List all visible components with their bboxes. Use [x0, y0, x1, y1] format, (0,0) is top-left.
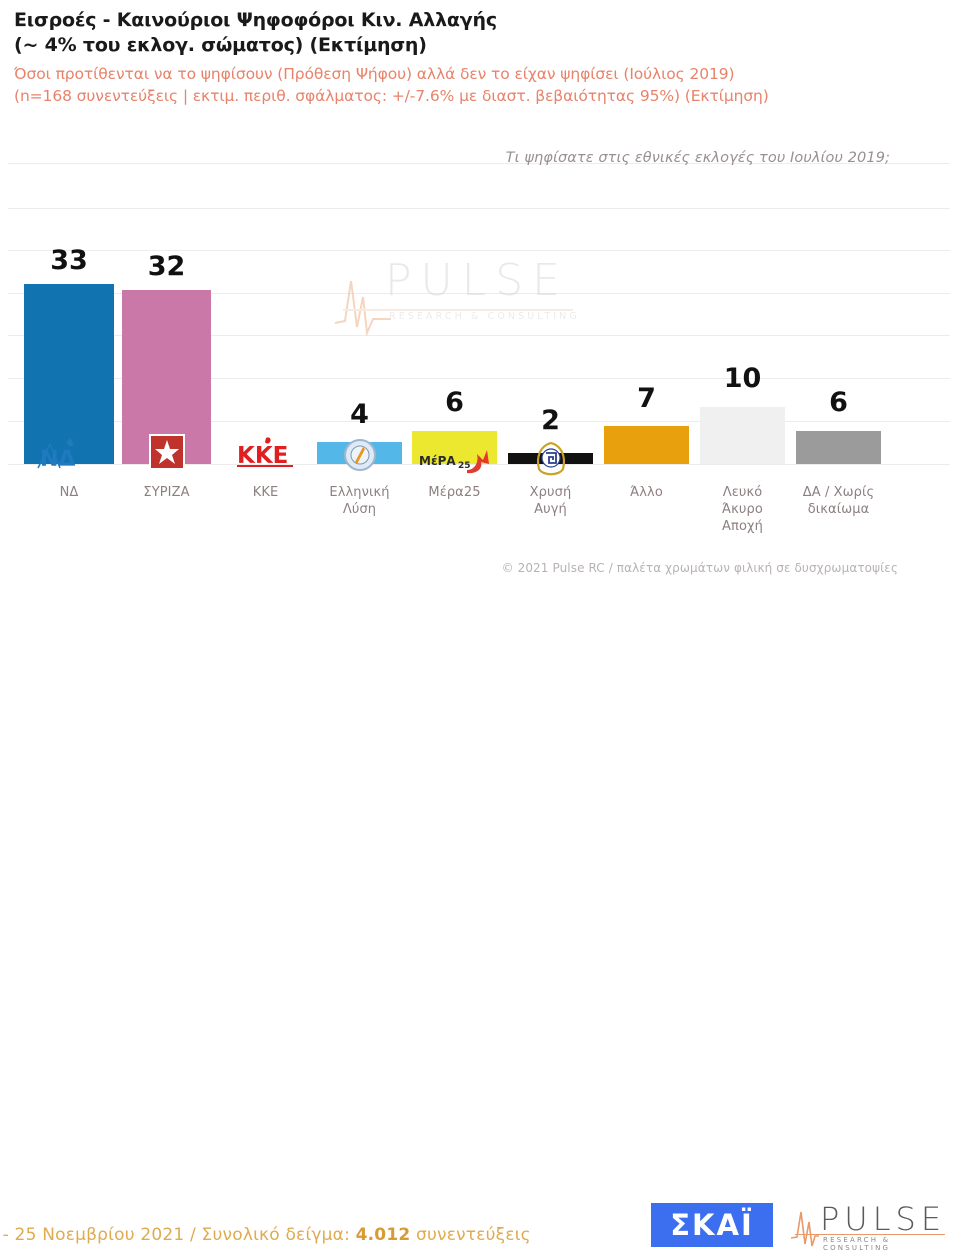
- svg-text:ΜέΡΑ: ΜέΡΑ: [419, 454, 456, 468]
- x-label-chrysi-avgi: Χρυσή Αυγή: [508, 484, 593, 518]
- x-axis-labels: ΝΔ ΣΥΡΙΖΑ ΚΚΕ Ελληνική Λύση Μέρα25 Χρυσή…: [0, 470, 960, 540]
- x-label-da-choris-dikaioma: ΔΑ / Χωρίς δικαίωμα: [787, 484, 890, 518]
- x-label-line: Άκυρο: [722, 502, 763, 517]
- mera25-party-logo-icon: ΜέΡΑ 25: [419, 450, 489, 474]
- chart-page: Εισροές - Καινούριοι Ψηφοφόροι Κιν. Αλλα…: [0, 8, 960, 1252]
- x-label-kke: ΚΚΕ: [221, 484, 310, 501]
- bar-lefko-akyro-apochi[interactable]: [700, 407, 785, 464]
- bar-nd[interactable]: [24, 284, 114, 464]
- chrysi-avgi-party-logo-icon: [536, 441, 565, 476]
- bar-allo[interactable]: [604, 426, 689, 464]
- x-label-line: ΔΑ / Χωρίς: [802, 485, 875, 500]
- x-label-line: δικαίωμα: [807, 502, 870, 517]
- pulse-footer-logo: PULSE RESEARCH & CONSULTING: [790, 1200, 950, 1252]
- svg-text:ΝΔ: ΝΔ: [40, 447, 75, 472]
- survey-period-text: 0 - 25 Νοεμβρίου 2021 / Συνολικό δείγμα:…: [0, 1225, 531, 1245]
- bars-container: 33 ΝΔ 32 ΚΚΕ: [0, 130, 960, 476]
- gridline: [8, 335, 950, 336]
- x-label-line: Άλλο: [630, 485, 663, 500]
- x-label-line: Ελληνική: [329, 485, 390, 500]
- bar-group-allo[interactable]: 7: [604, 130, 689, 466]
- bar-group-da-choris-dikaioma[interactable]: 6: [796, 130, 881, 466]
- bar-group-lefko-akyro-apochi[interactable]: 10: [700, 130, 785, 466]
- x-label-syriza: ΣΥΡΙΖΑ: [122, 484, 211, 501]
- bar-value-elliniki-lysi: 4: [350, 399, 369, 430]
- sample-size-value: 4.012: [355, 1225, 411, 1245]
- bar-value-da-choris-dikaioma: 6: [829, 387, 848, 418]
- gridline: [8, 163, 950, 164]
- bar-value-lefko-akyro-apochi: 10: [723, 363, 762, 394]
- bar-value-nd: 33: [50, 245, 88, 276]
- x-label-line: Λευκό: [722, 485, 763, 500]
- x-label-lefko-akyro-apochi: Λευκό Άκυρο Αποχή: [700, 484, 785, 535]
- bar-group-syriza[interactable]: 32: [122, 130, 211, 470]
- gridline: [8, 421, 950, 422]
- bar-group-nd[interactable]: 33 ΝΔ: [24, 130, 114, 472]
- x-label-line: ΚΚΕ: [252, 485, 279, 500]
- bar-kke[interactable]: [221, 462, 310, 464]
- bar-da-choris-dikaioma[interactable]: [796, 431, 881, 464]
- pulse-wave-icon: [790, 1211, 819, 1247]
- copyright-credit: © 2021 Pulse RC / παλέτα χρωμάτων φιλική…: [501, 561, 898, 575]
- x-label-line: Λύση: [342, 502, 377, 517]
- bar-value-chrysi-avgi: 2: [541, 405, 560, 436]
- elliniki-lysi-party-logo-icon: [343, 439, 376, 471]
- bar-value-allo: 7: [637, 383, 656, 414]
- methodology-note-line1: Όσοι προτίθενται να το ψηφίσουν (Πρόθεση…: [14, 65, 735, 83]
- x-label-line: ΝΔ: [59, 485, 79, 500]
- x-label-line: ΣΥΡΙΖΑ: [143, 485, 190, 500]
- chart-question: Τι ψηφίσατε στις εθνικές εκλογές του Ιου…: [505, 150, 890, 166]
- bar-value-syriza: 32: [147, 251, 186, 282]
- sample-unit-label: συνεντεύξεις: [410, 1225, 531, 1245]
- bar-group-elliniki-lysi[interactable]: 4: [317, 130, 402, 471]
- gridline: [8, 250, 950, 251]
- x-label-mera25: Μέρα25: [412, 484, 497, 501]
- x-label-line: Χρυσή: [529, 485, 572, 500]
- svg-text:ΚΚΕ: ΚΚΕ: [237, 443, 288, 469]
- gridline: [8, 208, 950, 209]
- methodology-note-line2: (n=168 συνεντεύξεις | εκτιμ. περιθ. σφάλ…: [14, 87, 769, 105]
- nd-party-logo-icon: ΝΔ: [37, 438, 75, 472]
- x-label-line: Μέρα25: [428, 485, 481, 500]
- svg-text:25: 25: [458, 461, 471, 471]
- x-label-allo: Άλλο: [604, 484, 689, 501]
- kke-party-logo-icon: ΚΚΕ: [236, 437, 293, 469]
- bar-group-chrysi-avgi[interactable]: 2: [508, 130, 593, 476]
- x-label-line: Αποχή: [722, 519, 763, 534]
- page-title-line1: Εισροές - Καινούριοι Ψηφοφόροι Κιν. Αλλα…: [14, 9, 497, 31]
- footer-bar: 0 - 25 Νοεμβρίου 2021 / Συνολικό δείγμα:…: [0, 598, 960, 1252]
- period-label: 0 - 25 Νοεμβρίου 2021 / Συνολικό δείγμα:: [0, 1225, 356, 1245]
- bar-group-kke[interactable]: ΚΚΕ: [221, 130, 310, 469]
- pulse-logo-divider: [795, 1234, 945, 1236]
- pulse-logo-name: PULSE: [820, 1200, 947, 1238]
- bar-group-mera25[interactable]: 6 ΜέΡΑ 25: [412, 130, 497, 474]
- skai-logo: ΣΚΑΪ: [651, 1203, 773, 1247]
- x-label-line: Αυγή: [534, 502, 567, 517]
- chart-header: Εισροές - Καινούριοι Ψηφοφόροι Κιν. Αλλα…: [14, 8, 950, 107]
- gridline: [8, 378, 950, 379]
- bar-mera25[interactable]: [412, 431, 497, 464]
- page-title-line2: (~ 4% του εκλογ. σώματος) (Εκτίμηση): [14, 34, 427, 56]
- pulse-logo-tagline: RESEARCH & CONSULTING: [823, 1236, 891, 1252]
- bar-value-mera25: 6: [445, 387, 464, 418]
- gridline: [8, 293, 950, 294]
- x-label-nd: ΝΔ: [24, 484, 114, 501]
- syriza-party-logo-icon: [148, 434, 185, 470]
- x-label-elliniki-lysi: Ελληνική Λύση: [317, 484, 402, 518]
